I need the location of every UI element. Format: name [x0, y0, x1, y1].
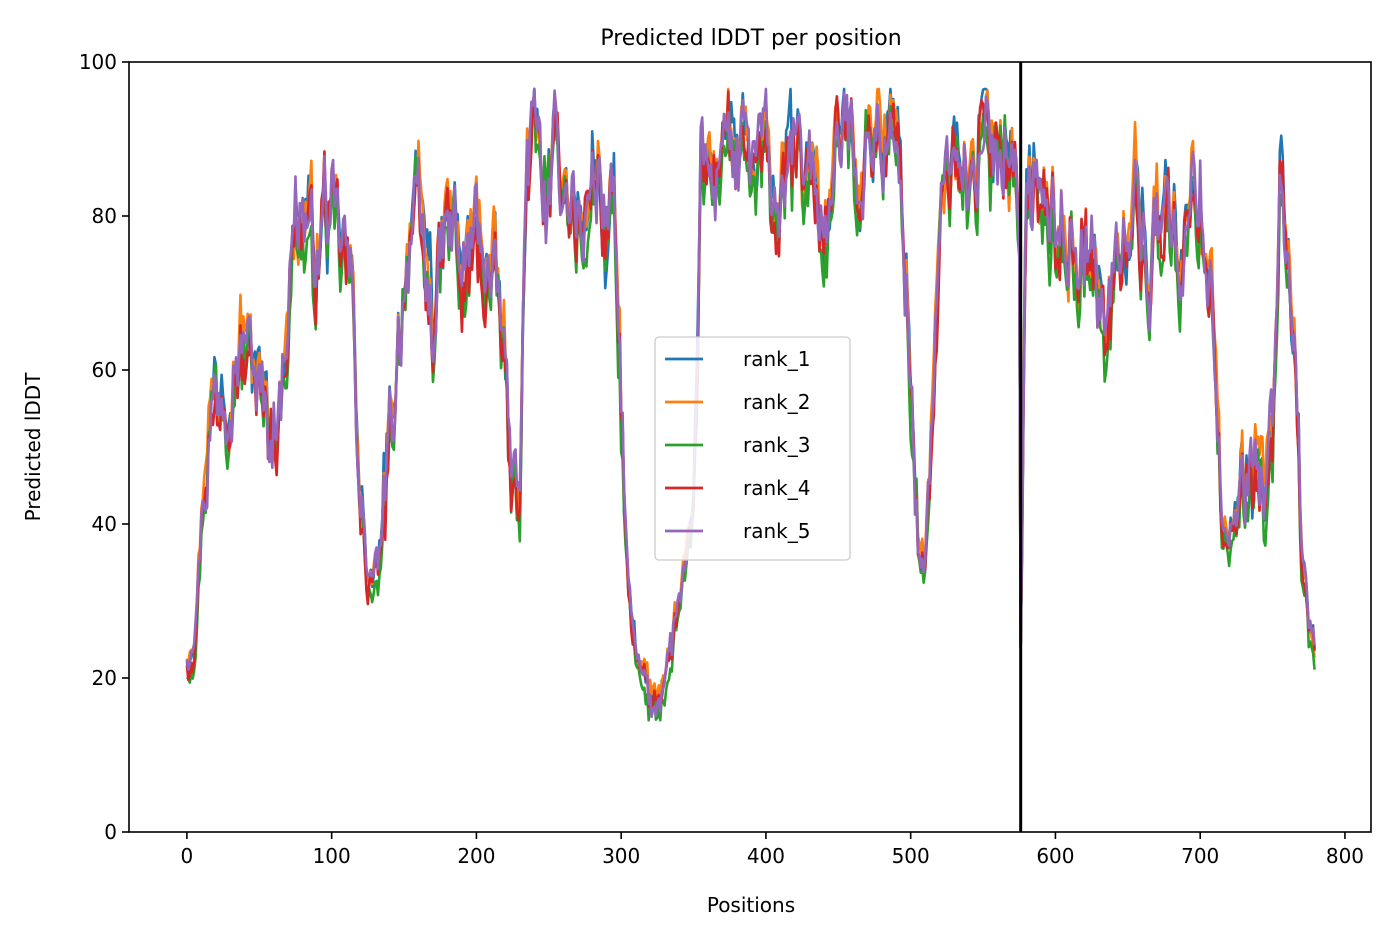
axes-frame: [128, 61, 1372, 833]
y-tick-label: 60: [92, 358, 117, 382]
x-tick-label: 700: [1181, 844, 1219, 868]
x-tick-label: 200: [457, 844, 495, 868]
y-tick-label: 20: [92, 666, 117, 690]
legend: rank_1 rank_2 rank_3 rank_4 rank_5: [654, 336, 851, 561]
plot-area: [185, 62, 1316, 832]
y-tick-label: 40: [92, 512, 117, 536]
y-axis-label: Predicted lDDT: [21, 372, 45, 522]
x-tick-label: 400: [747, 844, 785, 868]
legend-label-rank_5: rank_5: [743, 519, 810, 543]
x-tick-label: 100: [313, 844, 351, 868]
x-tick-label: 600: [1036, 844, 1074, 868]
series-line-rank_5: [185, 87, 1316, 719]
y-tick-label: 0: [104, 820, 117, 844]
y-tick-label: 100: [79, 50, 117, 74]
y-axis: 0 20 40 60 80 100: [79, 50, 129, 844]
x-axis-label: Positions: [707, 893, 795, 917]
legend-label-rank_2: rank_2: [743, 390, 810, 414]
x-tick-label: 0: [181, 844, 194, 868]
legend-box: [654, 336, 851, 561]
legend-label-rank_3: rank_3: [743, 433, 810, 457]
x-tick-label: 800: [1326, 844, 1364, 868]
legend-label-rank_1: rank_1: [743, 347, 810, 371]
x-tick-label: 300: [602, 844, 640, 868]
x-axis: 0 100 200 300 400 500 600 700 800: [181, 832, 1364, 868]
chart-title: Predicted lDDT per position: [600, 26, 901, 51]
x-tick-label: 500: [892, 844, 930, 868]
y-tick-label: 80: [92, 204, 117, 228]
legend-label-rank_4: rank_4: [743, 476, 810, 500]
